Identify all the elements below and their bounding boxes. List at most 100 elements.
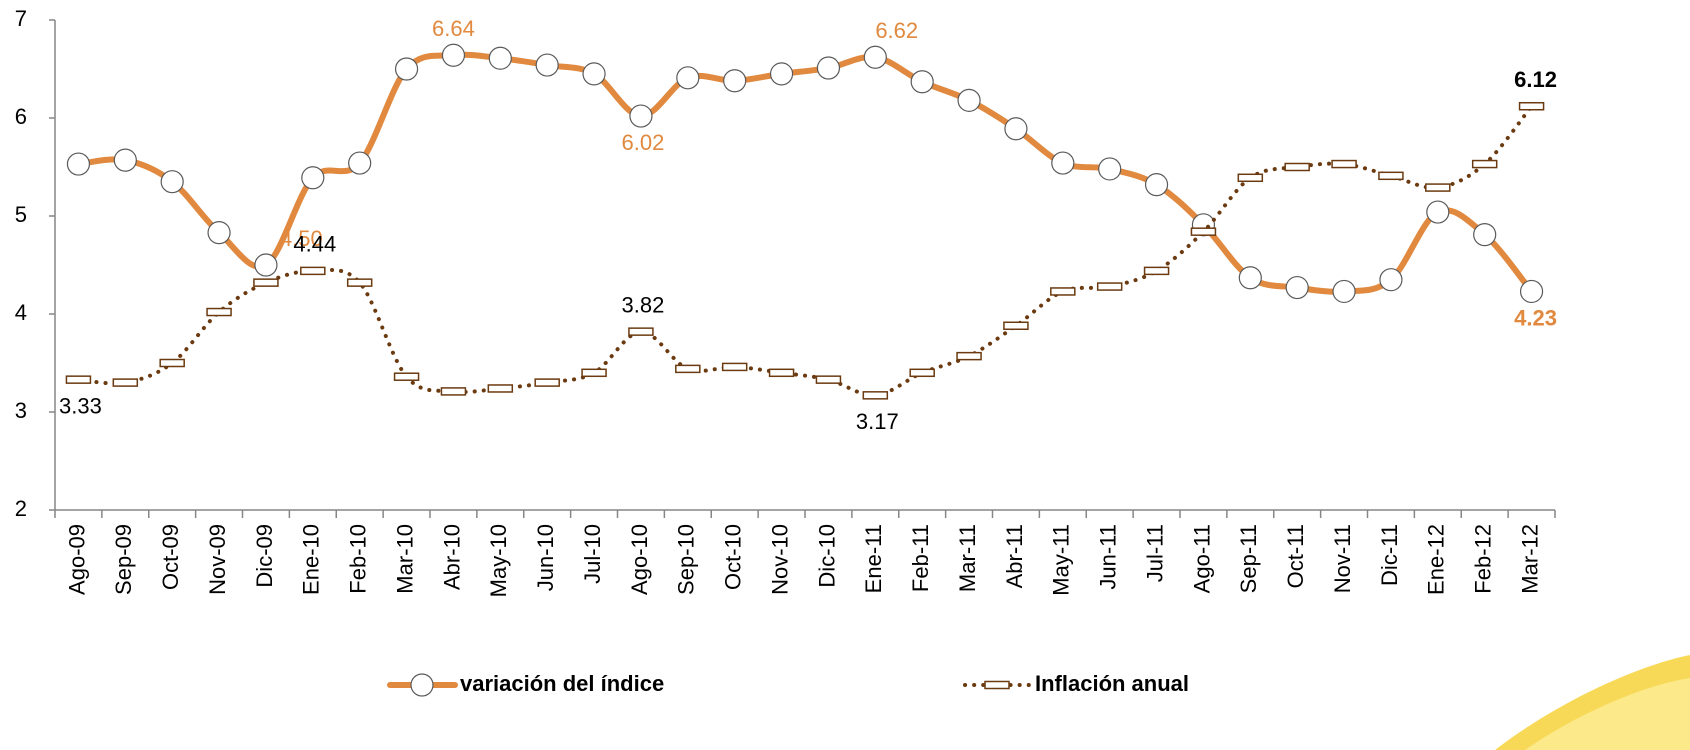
point bbox=[1519, 279, 1544, 304]
point bbox=[207, 221, 231, 245]
point bbox=[1190, 227, 1217, 236]
point bbox=[629, 104, 653, 128]
point bbox=[487, 384, 514, 393]
x-tick-label: Sep-10 bbox=[674, 524, 699, 595]
data-label: 4.23 bbox=[1514, 305, 1557, 330]
point bbox=[1473, 223, 1497, 247]
point bbox=[394, 57, 419, 81]
x-tick-label: Dic-10 bbox=[814, 524, 839, 588]
point bbox=[410, 673, 434, 697]
point bbox=[535, 53, 559, 77]
data-label: 3.82 bbox=[622, 292, 665, 317]
point bbox=[1518, 101, 1545, 111]
data-label: 6.62 bbox=[875, 18, 918, 43]
point bbox=[440, 387, 467, 396]
point bbox=[1096, 282, 1123, 291]
y-tick-label: 7 bbox=[15, 6, 27, 31]
point bbox=[253, 278, 279, 287]
data-label: 6.64 bbox=[432, 16, 475, 41]
x-tick-label: Abr-10 bbox=[439, 524, 464, 590]
y-tick-label: 3 bbox=[15, 398, 27, 423]
point bbox=[66, 152, 91, 176]
point bbox=[863, 45, 887, 69]
point bbox=[159, 358, 185, 368]
y-tick-label: 4 bbox=[15, 300, 27, 325]
point bbox=[1379, 268, 1403, 292]
x-tick-label: Sep-09 bbox=[111, 524, 136, 595]
x-tick-label: Mar-10 bbox=[392, 524, 417, 594]
x-tick-label: Feb-10 bbox=[346, 524, 371, 594]
legend-label: Inflación anual bbox=[1035, 671, 1189, 696]
point bbox=[300, 266, 326, 276]
x-tick-label: Ago-11 bbox=[1189, 524, 1214, 593]
point bbox=[862, 391, 889, 400]
y-tick-label: 6 bbox=[15, 104, 27, 129]
point bbox=[582, 62, 606, 86]
x-tick-label: Mar-11 bbox=[955, 524, 980, 592]
point bbox=[441, 43, 466, 67]
point bbox=[1238, 266, 1262, 290]
point bbox=[393, 372, 420, 381]
point bbox=[1378, 171, 1404, 181]
point bbox=[816, 56, 841, 80]
x-tick-label: Jun-10 bbox=[533, 524, 558, 591]
x-tick-label: Jun-11 bbox=[1096, 524, 1121, 590]
point bbox=[1003, 321, 1029, 331]
point bbox=[301, 166, 325, 190]
point bbox=[348, 151, 372, 175]
data-label: 4.50 bbox=[280, 226, 323, 251]
data-label: 4.44 bbox=[293, 232, 336, 257]
point bbox=[1143, 266, 1170, 276]
point bbox=[909, 368, 935, 378]
point bbox=[1004, 117, 1028, 141]
point bbox=[254, 253, 278, 277]
point bbox=[723, 69, 747, 93]
y-tick-label: 5 bbox=[15, 202, 27, 227]
x-tick-label: Oct-10 bbox=[721, 524, 746, 590]
point bbox=[1285, 275, 1309, 300]
point bbox=[721, 362, 748, 372]
point bbox=[160, 170, 184, 194]
point bbox=[534, 378, 560, 387]
point bbox=[628, 327, 654, 336]
point bbox=[984, 680, 1010, 690]
x-tick-label: Ago-09 bbox=[64, 524, 89, 595]
x-tick-label: Feb-12 bbox=[1471, 524, 1496, 594]
y-tick-label: 2 bbox=[15, 496, 27, 521]
point bbox=[112, 378, 139, 387]
point bbox=[815, 375, 842, 384]
x-tick-label: Abr-11 bbox=[1002, 524, 1027, 588]
x-tick-label: Oct-09 bbox=[158, 524, 183, 590]
legend-label: variación del índice bbox=[460, 671, 664, 696]
point bbox=[1144, 173, 1169, 197]
point bbox=[910, 70, 934, 94]
x-tick-label: Oct-11 bbox=[1283, 524, 1308, 588]
point bbox=[956, 351, 982, 361]
x-tick-label: Feb-11 bbox=[908, 524, 933, 592]
decoration bbox=[1525, 678, 1690, 750]
x-tick-label: Dic-11 bbox=[1377, 524, 1402, 586]
point bbox=[1331, 159, 1357, 169]
data-label: 6.02 bbox=[622, 130, 665, 155]
x-tick-label: Nov-10 bbox=[767, 524, 792, 595]
x-tick-label: Ene-12 bbox=[1424, 524, 1449, 595]
point bbox=[206, 307, 232, 317]
point bbox=[581, 368, 607, 378]
point bbox=[1425, 183, 1451, 192]
data-label: 3.17 bbox=[856, 409, 899, 434]
point bbox=[1050, 287, 1076, 296]
point bbox=[346, 278, 373, 287]
data-label: 6.12 bbox=[1514, 67, 1557, 92]
point bbox=[1051, 151, 1075, 175]
point bbox=[769, 62, 794, 86]
x-tick-label: Ene-10 bbox=[299, 524, 324, 595]
point bbox=[1426, 200, 1450, 224]
point bbox=[676, 66, 700, 90]
x-tick-label: Ene-11 bbox=[861, 524, 886, 593]
point bbox=[1284, 162, 1310, 172]
point bbox=[65, 375, 92, 384]
x-tick-label: May-11 bbox=[1049, 524, 1074, 596]
point bbox=[488, 46, 512, 70]
point bbox=[1098, 157, 1122, 181]
